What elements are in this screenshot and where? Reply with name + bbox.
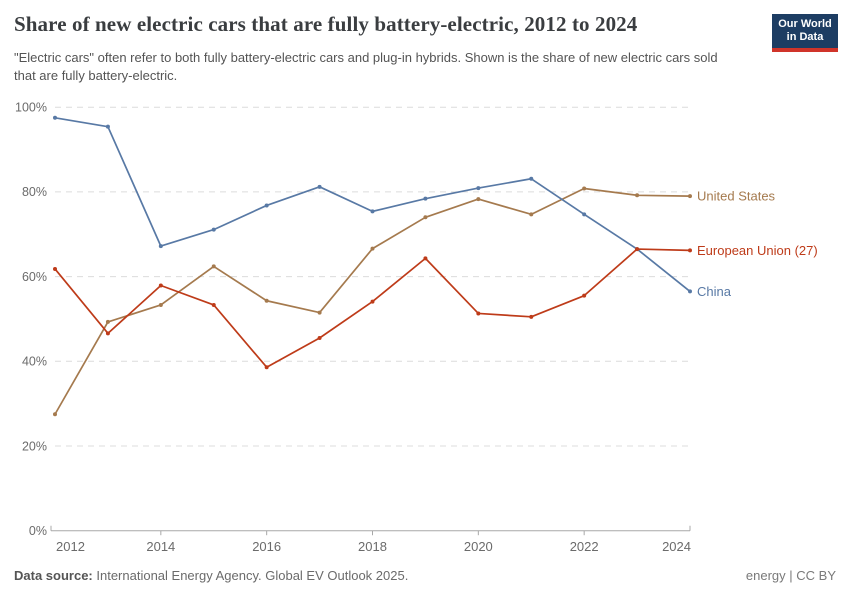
series-label-china[interactable]: China <box>697 284 732 299</box>
data-point-marker <box>423 256 428 261</box>
series-label-united-states[interactable]: United States <box>697 189 776 204</box>
data-point-marker <box>529 314 534 319</box>
data-point-marker <box>211 227 216 232</box>
y-axis-tick-label: 100% <box>15 101 47 115</box>
data-point-marker <box>317 310 322 315</box>
x-axis-tick-label: 2012 <box>56 539 85 554</box>
data-point-marker <box>370 246 375 251</box>
data-point-marker <box>105 124 110 129</box>
data-point-marker <box>529 212 534 217</box>
y-axis-tick-label: 60% <box>22 270 47 284</box>
page-title: Share of new electric cars that are full… <box>14 12 638 36</box>
data-point-marker <box>105 319 110 324</box>
y-axis-tick-label: 0% <box>29 524 47 538</box>
data-point-marker <box>317 336 322 341</box>
data-point-marker <box>476 197 481 202</box>
data-point-marker <box>264 365 269 370</box>
data-point-marker <box>423 215 428 220</box>
data-point-marker <box>53 115 57 120</box>
data-point-marker <box>476 311 481 316</box>
data-point-marker <box>211 264 216 269</box>
data-source-text: International Energy Agency. Global EV O… <box>92 568 409 583</box>
data-point-marker <box>688 289 692 294</box>
owid-logo-line2: in Data <box>786 31 824 43</box>
data-point-marker <box>158 302 163 307</box>
x-axis-tick-label: 2022 <box>570 539 599 554</box>
license-note[interactable]: energy | CC BY <box>745 568 836 583</box>
owid-logo[interactable]: Our World in Data <box>772 14 838 52</box>
data-point-marker <box>53 412 57 417</box>
series-line-united-states[interactable] <box>53 186 692 417</box>
data-point-marker <box>582 212 587 217</box>
data-point-marker <box>370 209 375 214</box>
data-source: Data source: International Energy Agency… <box>14 568 408 583</box>
y-axis-tick-label: 20% <box>22 439 47 453</box>
owid-logo-line1: Our World <box>778 18 832 30</box>
x-axis: 2012 2014 2016 2018 2020 2022 2024 <box>50 525 691 554</box>
series-label-european-union-27[interactable]: European Union (27) <box>697 243 818 258</box>
data-point-marker <box>158 283 163 288</box>
data-point-marker <box>158 244 163 249</box>
data-source-label: Data source: <box>14 568 93 583</box>
data-point-marker <box>105 331 110 336</box>
data-point-marker <box>582 293 587 298</box>
y-axis-tick-label: 40% <box>22 355 47 369</box>
data-point-marker <box>264 203 269 208</box>
data-point-marker <box>370 299 375 304</box>
data-point-marker <box>423 196 428 201</box>
data-point-marker <box>635 193 640 198</box>
x-axis-tick-label: 2014 <box>146 539 175 554</box>
series-path <box>54 116 691 293</box>
data-point-marker <box>635 247 640 252</box>
data-point-marker <box>264 298 269 303</box>
data-point-marker <box>317 184 322 189</box>
chart-subtitle: "Electric cars" often refer to both full… <box>14 50 718 83</box>
data-point-marker <box>53 266 57 271</box>
x-axis-tick-label: 2016 <box>252 539 281 554</box>
y-axis-tick-label: 80% <box>22 185 47 199</box>
data-point-marker <box>476 186 481 191</box>
x-axis-tick-label: 2020 <box>464 539 493 554</box>
gridlines: 0% 20% 40% 60% 80% 100% <box>15 101 690 538</box>
data-point-marker <box>688 194 692 199</box>
series-line-china[interactable] <box>53 115 692 294</box>
data-point-marker <box>529 176 534 181</box>
data-point-marker <box>688 248 692 253</box>
x-axis-tick-label: 2018 <box>358 539 387 554</box>
series-line-european-union-27[interactable] <box>53 247 692 370</box>
data-point-marker <box>582 186 587 191</box>
x-axis-tick-label: 2024 <box>662 539 691 554</box>
chart-footer: Data source: International Energy Agency… <box>14 568 836 583</box>
data-point-marker <box>211 302 216 307</box>
